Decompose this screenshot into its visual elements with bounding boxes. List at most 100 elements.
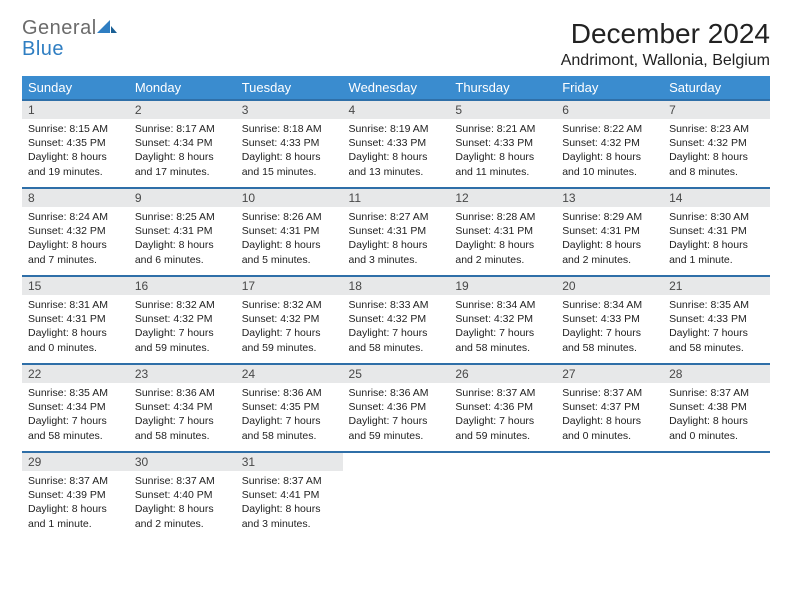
calendar-cell: 15Sunrise: 8:31 AMSunset: 4:31 PMDayligh… [22, 276, 129, 364]
day-number: 26 [449, 365, 556, 383]
weekday-header: Sunday [22, 76, 129, 100]
sunset-text: Sunset: 4:37 PM [562, 400, 657, 414]
day-details: Sunrise: 8:22 AMSunset: 4:32 PMDaylight:… [556, 119, 663, 183]
sunrise-text: Sunrise: 8:32 AM [242, 298, 337, 312]
sunrise-text: Sunrise: 8:37 AM [455, 386, 550, 400]
calendar-cell: 11Sunrise: 8:27 AMSunset: 4:31 PMDayligh… [343, 188, 450, 276]
calendar-row: 1Sunrise: 8:15 AMSunset: 4:35 PMDaylight… [22, 100, 770, 188]
day-number: 29 [22, 453, 129, 471]
sunrise-text: Sunrise: 8:24 AM [28, 210, 123, 224]
sunset-text: Sunset: 4:32 PM [242, 312, 337, 326]
sunset-text: Sunset: 4:41 PM [242, 488, 337, 502]
calendar-table: Sunday Monday Tuesday Wednesday Thursday… [22, 76, 770, 540]
day-details: Sunrise: 8:18 AMSunset: 4:33 PMDaylight:… [236, 119, 343, 183]
weekday-header: Monday [129, 76, 236, 100]
calendar-cell: 16Sunrise: 8:32 AMSunset: 4:32 PMDayligh… [129, 276, 236, 364]
daylight-text: Daylight: 8 hours and 0 minutes. [669, 414, 764, 442]
sunset-text: Sunset: 4:33 PM [669, 312, 764, 326]
daylight-text: Daylight: 8 hours and 17 minutes. [135, 150, 230, 178]
sunset-text: Sunset: 4:34 PM [135, 136, 230, 150]
calendar-cell: 6Sunrise: 8:22 AMSunset: 4:32 PMDaylight… [556, 100, 663, 188]
daylight-text: Daylight: 7 hours and 58 minutes. [135, 414, 230, 442]
day-details: Sunrise: 8:37 AMSunset: 4:36 PMDaylight:… [449, 383, 556, 447]
calendar-cell: 5Sunrise: 8:21 AMSunset: 4:33 PMDaylight… [449, 100, 556, 188]
day-details: Sunrise: 8:23 AMSunset: 4:32 PMDaylight:… [663, 119, 770, 183]
sunrise-text: Sunrise: 8:36 AM [135, 386, 230, 400]
sunset-text: Sunset: 4:31 PM [28, 312, 123, 326]
header: General Blue December 2024 Andrimont, Wa… [22, 18, 770, 70]
calendar-cell: 23Sunrise: 8:36 AMSunset: 4:34 PMDayligh… [129, 364, 236, 452]
day-details: Sunrise: 8:27 AMSunset: 4:31 PMDaylight:… [343, 207, 450, 271]
sunset-text: Sunset: 4:33 PM [349, 136, 444, 150]
daylight-text: Daylight: 8 hours and 11 minutes. [455, 150, 550, 178]
sunset-text: Sunset: 4:35 PM [242, 400, 337, 414]
sunset-text: Sunset: 4:36 PM [349, 400, 444, 414]
day-number: 5 [449, 101, 556, 119]
sunset-text: Sunset: 4:33 PM [242, 136, 337, 150]
day-number: 1 [22, 101, 129, 119]
sunset-text: Sunset: 4:32 PM [562, 136, 657, 150]
sunrise-text: Sunrise: 8:18 AM [242, 122, 337, 136]
day-details: Sunrise: 8:32 AMSunset: 4:32 PMDaylight:… [236, 295, 343, 359]
daylight-text: Daylight: 8 hours and 1 minute. [28, 502, 123, 530]
title-block: December 2024 Andrimont, Wallonia, Belgi… [561, 18, 770, 70]
day-details: Sunrise: 8:36 AMSunset: 4:34 PMDaylight:… [129, 383, 236, 447]
calendar-row: 22Sunrise: 8:35 AMSunset: 4:34 PMDayligh… [22, 364, 770, 452]
sunrise-text: Sunrise: 8:35 AM [669, 298, 764, 312]
sunrise-text: Sunrise: 8:36 AM [242, 386, 337, 400]
daylight-text: Daylight: 8 hours and 6 minutes. [135, 238, 230, 266]
sunrise-text: Sunrise: 8:37 AM [669, 386, 764, 400]
day-details: Sunrise: 8:25 AMSunset: 4:31 PMDaylight:… [129, 207, 236, 271]
day-number: 22 [22, 365, 129, 383]
daylight-text: Daylight: 8 hours and 13 minutes. [349, 150, 444, 178]
sunrise-text: Sunrise: 8:37 AM [135, 474, 230, 488]
calendar-cell: 29Sunrise: 8:37 AMSunset: 4:39 PMDayligh… [22, 452, 129, 540]
calendar-row: 29Sunrise: 8:37 AMSunset: 4:39 PMDayligh… [22, 452, 770, 540]
sunrise-text: Sunrise: 8:35 AM [28, 386, 123, 400]
daylight-text: Daylight: 7 hours and 58 minutes. [669, 326, 764, 354]
daylight-text: Daylight: 8 hours and 2 minutes. [455, 238, 550, 266]
sunset-text: Sunset: 4:31 PM [562, 224, 657, 238]
day-details: Sunrise: 8:35 AMSunset: 4:33 PMDaylight:… [663, 295, 770, 359]
sunrise-text: Sunrise: 8:36 AM [349, 386, 444, 400]
sunset-text: Sunset: 4:40 PM [135, 488, 230, 502]
day-details: Sunrise: 8:37 AMSunset: 4:38 PMDaylight:… [663, 383, 770, 447]
calendar-cell: 1Sunrise: 8:15 AMSunset: 4:35 PMDaylight… [22, 100, 129, 188]
sunrise-text: Sunrise: 8:27 AM [349, 210, 444, 224]
sunset-text: Sunset: 4:32 PM [28, 224, 123, 238]
day-details: Sunrise: 8:32 AMSunset: 4:32 PMDaylight:… [129, 295, 236, 359]
calendar-cell: 19Sunrise: 8:34 AMSunset: 4:32 PMDayligh… [449, 276, 556, 364]
day-number: 6 [556, 101, 663, 119]
day-number: 27 [556, 365, 663, 383]
sunset-text: Sunset: 4:31 PM [349, 224, 444, 238]
calendar-cell: 12Sunrise: 8:28 AMSunset: 4:31 PMDayligh… [449, 188, 556, 276]
day-number: 4 [343, 101, 450, 119]
calendar-cell: 25Sunrise: 8:36 AMSunset: 4:36 PMDayligh… [343, 364, 450, 452]
calendar-cell: 8Sunrise: 8:24 AMSunset: 4:32 PMDaylight… [22, 188, 129, 276]
calendar-cell: 14Sunrise: 8:30 AMSunset: 4:31 PMDayligh… [663, 188, 770, 276]
sunrise-text: Sunrise: 8:37 AM [562, 386, 657, 400]
calendar-cell: 2Sunrise: 8:17 AMSunset: 4:34 PMDaylight… [129, 100, 236, 188]
day-details: Sunrise: 8:28 AMSunset: 4:31 PMDaylight:… [449, 207, 556, 271]
sunrise-text: Sunrise: 8:25 AM [135, 210, 230, 224]
day-details: Sunrise: 8:15 AMSunset: 4:35 PMDaylight:… [22, 119, 129, 183]
logo-sail-icon [97, 18, 117, 39]
sunrise-text: Sunrise: 8:26 AM [242, 210, 337, 224]
calendar-cell: 4Sunrise: 8:19 AMSunset: 4:33 PMDaylight… [343, 100, 450, 188]
day-details: Sunrise: 8:37 AMSunset: 4:40 PMDaylight:… [129, 471, 236, 535]
day-number: 20 [556, 277, 663, 295]
daylight-text: Daylight: 8 hours and 1 minute. [669, 238, 764, 266]
day-details: Sunrise: 8:36 AMSunset: 4:35 PMDaylight:… [236, 383, 343, 447]
day-number: 13 [556, 189, 663, 207]
day-details: Sunrise: 8:29 AMSunset: 4:31 PMDaylight:… [556, 207, 663, 271]
calendar-row: 15Sunrise: 8:31 AMSunset: 4:31 PMDayligh… [22, 276, 770, 364]
calendar-row: 8Sunrise: 8:24 AMSunset: 4:32 PMDaylight… [22, 188, 770, 276]
calendar-cell: 17Sunrise: 8:32 AMSunset: 4:32 PMDayligh… [236, 276, 343, 364]
day-number: 11 [343, 189, 450, 207]
calendar-cell: 9Sunrise: 8:25 AMSunset: 4:31 PMDaylight… [129, 188, 236, 276]
sunrise-text: Sunrise: 8:33 AM [349, 298, 444, 312]
month-title: December 2024 [561, 18, 770, 50]
day-number: 9 [129, 189, 236, 207]
calendar-cell: 13Sunrise: 8:29 AMSunset: 4:31 PMDayligh… [556, 188, 663, 276]
daylight-text: Daylight: 8 hours and 5 minutes. [242, 238, 337, 266]
